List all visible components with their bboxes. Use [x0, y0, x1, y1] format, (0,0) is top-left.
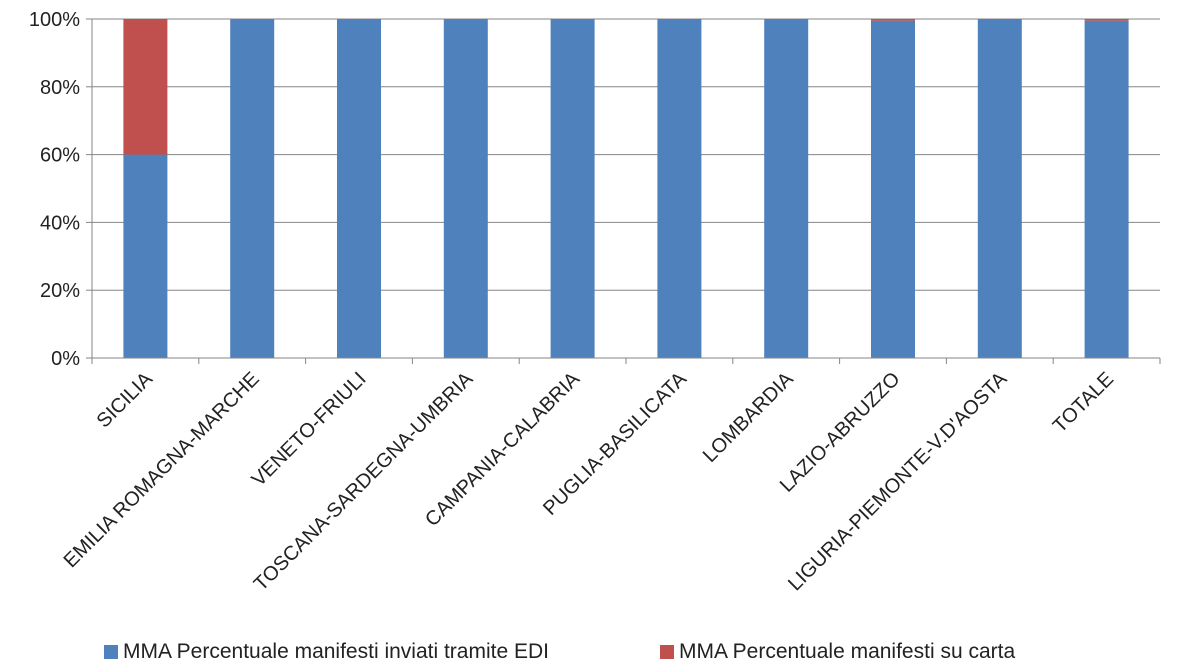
y-tick-label: 40% — [40, 212, 80, 234]
x-tick-label: TOSCANA-SARDEGNA-UMBRIA — [250, 368, 478, 596]
x-tick-label: TOTALE — [1049, 368, 1118, 437]
legend-swatch-carta — [660, 645, 674, 659]
bar-segment-carta — [123, 19, 168, 155]
bar-segment-edi — [230, 19, 275, 358]
bar-segment-edi — [657, 19, 702, 358]
bar-segment-edi — [550, 19, 595, 358]
y-tick-label: 100% — [29, 9, 80, 31]
bar-segment-carta — [1084, 19, 1129, 21]
bar-segment-carta — [871, 19, 915, 21]
x-tick-label: SICILIA — [93, 368, 158, 433]
bar-segment-edi — [764, 19, 809, 358]
x-tick-label: LOMBARDIA — [699, 368, 798, 467]
legend-item-edi: MMA Percentuale manifesti inviati tramit… — [104, 640, 549, 664]
y-tick-label: 80% — [40, 77, 80, 99]
y-tick-label: 0% — [51, 348, 80, 370]
legend-label-carta: MMA Percentuale manifesti su carta — [679, 640, 1016, 663]
bar-segment-edi — [977, 19, 1022, 358]
legend-swatch-edi — [104, 645, 118, 659]
y-tick-label: 60% — [40, 145, 80, 167]
x-tick-label: EMILIA ROMAGNA-MARCHE — [60, 368, 264, 572]
x-tick-label: LIGURIA-PIEMONTE-V.D'AOSTA — [784, 368, 1012, 596]
y-tick-labels: 0% 20% 40% 60% 80% 100% — [29, 9, 80, 370]
bar-segment-edi — [871, 20, 915, 358]
legend-item-carta: MMA Percentuale manifesti su carta — [660, 640, 1015, 664]
y-tick-label: 20% — [40, 280, 80, 302]
axes — [86, 18, 1161, 364]
legend-label-edi: MMA Percentuale manifesti inviati tramit… — [123, 640, 549, 663]
bar-segment-edi — [123, 154, 168, 358]
x-tick-label: VENETO-FRIULI — [248, 368, 371, 491]
bar-segment-edi — [1084, 20, 1129, 358]
bars — [123, 19, 1129, 358]
bar-segment-edi — [443, 19, 488, 358]
bar-segment-edi — [337, 19, 381, 358]
legend: MMA Percentuale manifesti inviati tramit… — [0, 640, 1184, 668]
